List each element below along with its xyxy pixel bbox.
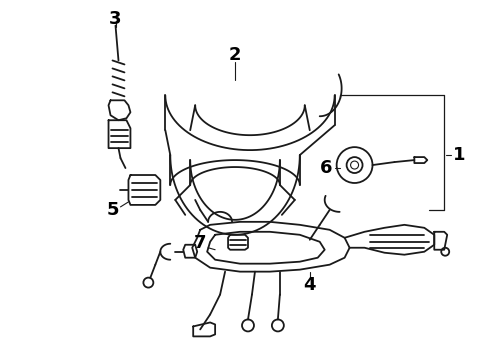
Text: 2: 2 bbox=[229, 46, 241, 64]
Text: 6: 6 bbox=[319, 159, 332, 177]
Text: 1: 1 bbox=[453, 146, 466, 164]
Text: 7: 7 bbox=[194, 234, 206, 252]
Text: 5: 5 bbox=[106, 201, 119, 219]
Text: 3: 3 bbox=[109, 10, 122, 28]
Text: 4: 4 bbox=[303, 276, 316, 294]
